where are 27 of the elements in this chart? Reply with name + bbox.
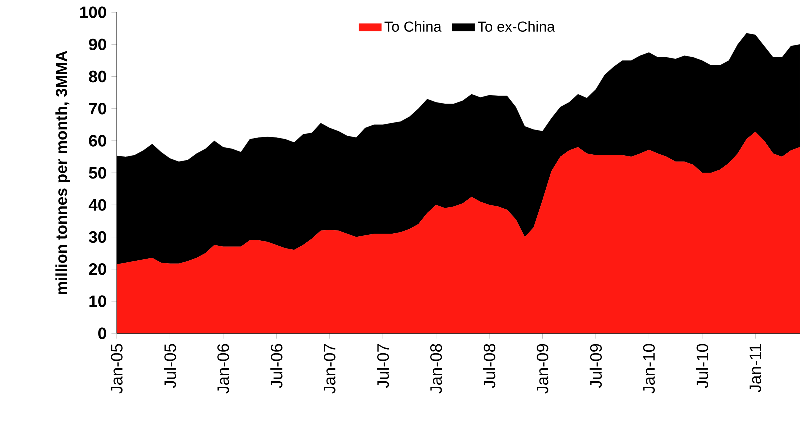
x-tick-label: Jul-07 — [377, 344, 390, 388]
x-tick-label: Jul-05 — [164, 344, 176, 388]
x-tick-label: Jan-05 — [111, 344, 123, 394]
y-tick-label: 60 — [89, 135, 106, 147]
legend-label: To China — [384, 21, 442, 32]
x-tick-label: Jul-08 — [483, 344, 496, 388]
y-tick-label: 70 — [89, 103, 106, 115]
x-tick-label: Jan-07 — [324, 344, 336, 394]
y-axis-title: million tonnes per month, 3MMA — [56, 51, 70, 294]
y-tick-label: 80 — [89, 70, 106, 83]
y-tick-label: 10 — [90, 296, 106, 308]
x-tick-label: Jan-06 — [218, 344, 230, 394]
y-tick-label: 0 — [98, 328, 106, 340]
legend-label: To ex-China — [478, 21, 556, 32]
x-tick-label: Jul-06 — [270, 344, 283, 388]
x-tick-label: Jan-11 — [750, 344, 762, 393]
x-tick-label: Jul-10 — [696, 344, 708, 388]
y-tick-label: 30 — [89, 231, 106, 244]
y-tick-label: 50 — [89, 167, 106, 179]
x-tick-label: Jul-09 — [590, 344, 602, 388]
y-tick-label: 100 — [80, 6, 106, 18]
x-tick-label: Jan-09 — [536, 344, 549, 394]
y-tick-label: 20 — [89, 264, 106, 276]
y-tick-label: 40 — [88, 199, 106, 211]
x-tick-label: Jan-10 — [643, 344, 656, 394]
x-tick-label: Jan-08 — [430, 344, 442, 394]
y-tick-label: 90 — [89, 38, 106, 50]
